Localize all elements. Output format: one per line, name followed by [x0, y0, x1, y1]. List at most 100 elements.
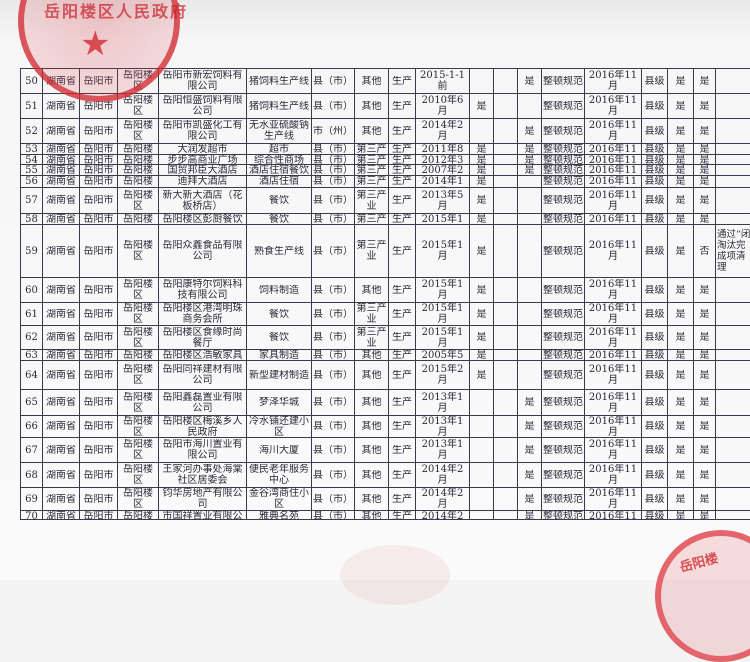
cell-start-date: 2013年5月	[416, 188, 470, 214]
cell-text: 湖南省	[44, 470, 78, 481]
cell-district: 岳阳楼区	[118, 488, 159, 511]
cell-text: 湖南省	[44, 101, 78, 112]
cell-text: 2016年11月	[586, 70, 640, 92]
cell-text: 生产	[390, 165, 414, 175]
cell-text: 68	[22, 470, 41, 481]
cell-city: 岳阳市	[80, 278, 118, 303]
cell-city: 岳阳市	[80, 463, 118, 488]
cell-supervision-level: 县级	[642, 390, 668, 416]
cell-supervision-level: 县级	[642, 69, 668, 94]
cell-province: 湖南省	[43, 188, 80, 214]
cell-status: 生产	[389, 188, 416, 214]
cell-text: 63	[22, 350, 41, 360]
cell-supervision-level: 县级	[642, 303, 668, 326]
cell-text: 是	[695, 370, 714, 381]
cell-text: 是	[669, 350, 692, 360]
cell-text: 2013年1月	[417, 392, 468, 414]
cell-text: 2014年2月	[417, 464, 468, 486]
cell-text: 2016年11月	[586, 214, 640, 224]
cell-text: 2016年11月	[586, 303, 640, 325]
cell-company-name: 步步高商业广场	[159, 155, 247, 165]
cell-deadline: 2016年11月	[585, 463, 642, 488]
cell-province: 湖南省	[43, 214, 80, 225]
cell-note	[716, 214, 750, 225]
cell-text: 湖南省	[44, 214, 78, 224]
cell-supervision-level: 县级	[642, 144, 668, 155]
cell-supervision-level: 县级	[642, 511, 668, 520]
cell-text: 岳阳楼区	[119, 416, 157, 437]
cell-text: 第三产	[356, 165, 387, 175]
cell-text: 岳阳市	[81, 76, 116, 87]
cell-text: 整顿规范	[543, 101, 583, 112]
cell-text: 2012年3月	[417, 155, 468, 164]
cell-note	[716, 119, 750, 144]
cell-check-c: 是	[518, 155, 542, 165]
cell-check-c: 是	[518, 390, 542, 416]
cell-text: 新大新大酒店（花板桥店）	[160, 190, 245, 212]
cell-industry: 第三产	[355, 214, 389, 225]
cell-project: 酒店住宿餐饮	[247, 165, 312, 176]
cell-action: 整顿规范	[542, 144, 585, 155]
cell-completed: 是	[668, 176, 694, 188]
cell-text: 猪饲料生产线	[248, 101, 310, 112]
cell-action: 整顿规范	[542, 214, 585, 225]
cell-industry: 第三产	[355, 155, 389, 165]
cell-text: 岳阳楼区	[119, 190, 157, 212]
cell-company-name: 市国祥置业有限公	[159, 511, 247, 520]
cell-completed: 是	[668, 225, 694, 278]
cell-start-date: 2005年5月	[416, 350, 470, 361]
cell-check-b	[494, 390, 518, 416]
cell-text: 湖南省	[44, 155, 78, 164]
cell-check-c: 是	[518, 438, 542, 463]
cell-district: 岳阳楼区	[118, 94, 159, 119]
cell-company-name: 岳阳市海川置业有限公司	[159, 438, 247, 463]
cell-check-b	[494, 94, 518, 119]
cell-deadline: 2016年11月	[585, 511, 642, 520]
cell-text: 岳阳楼区	[119, 240, 157, 262]
cell-text: 湖南省	[44, 309, 78, 320]
cell-text: 第三产	[356, 155, 387, 164]
cell-industry: 第三产	[355, 144, 389, 155]
cell-start-date: 2012年3月	[416, 155, 470, 165]
cell-text: 是	[695, 165, 714, 175]
cell-supervision-level: 县级	[642, 214, 668, 225]
cell-deadline: 2016年11月	[585, 165, 642, 176]
cell-note	[716, 416, 750, 438]
cell-admin-level: 县（市）	[312, 188, 355, 214]
cell-text: 其他	[356, 350, 387, 360]
cell-row-number: 50	[21, 69, 43, 94]
cell-check-c	[518, 303, 542, 326]
cell-check-c	[518, 225, 542, 278]
cell-start-date: 2015-1-1前	[416, 69, 470, 94]
cell-admin-level: 县（市）	[312, 488, 355, 511]
cell-text: 65	[22, 397, 41, 408]
cell-action: 整顿规范	[542, 463, 585, 488]
cell-company-name: 岳阳楼区彭厨餐饮	[159, 214, 247, 225]
cell-text: 岳阳楼	[119, 155, 157, 164]
cell-text: 是	[669, 246, 692, 257]
cell-text: 岳阳楼区	[119, 488, 157, 510]
cell-text: 其他	[356, 126, 387, 137]
cell-text: 岳阳市	[81, 165, 116, 175]
cell-verified: 是	[694, 165, 716, 176]
cell-text: 是	[471, 165, 492, 175]
cell-start-date: 2015年2月	[416, 361, 470, 390]
cell-text: 是	[695, 214, 714, 224]
cell-check-b	[494, 119, 518, 144]
cell-text: 是	[669, 126, 692, 137]
cell-text: 生产	[390, 332, 414, 343]
cell-text: 2016年11月	[586, 155, 640, 164]
cell-industry: 第三产业	[355, 326, 389, 350]
cell-admin-level: 县（市）	[312, 463, 355, 488]
cell-admin-level: 县（市）	[312, 416, 355, 438]
cell-city: 岳阳市	[80, 326, 118, 350]
cell-text: 是	[669, 511, 692, 519]
cell-text: 是	[695, 155, 714, 164]
cell-text: 岳阳市	[81, 332, 116, 343]
cell-check-c	[518, 278, 542, 303]
cell-text: 湖南省	[44, 494, 78, 505]
cell-check-b	[494, 155, 518, 165]
